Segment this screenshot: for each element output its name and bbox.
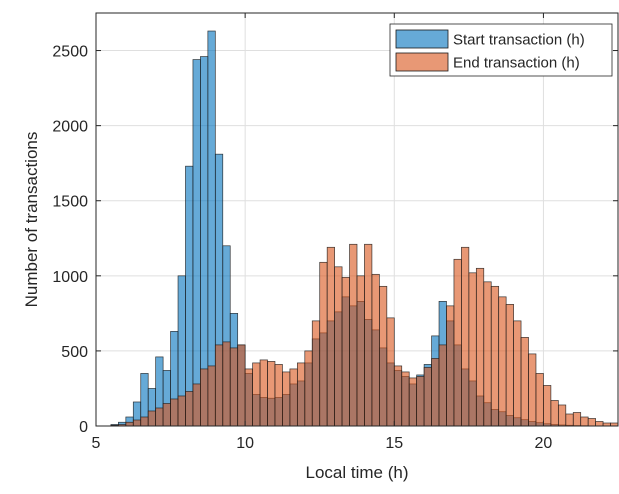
histogram-bar: [499, 297, 506, 426]
histogram-bar: [588, 418, 595, 426]
histogram-bar: [551, 400, 558, 426]
y-tick-label: 2000: [52, 119, 88, 136]
histogram-bar: [126, 422, 133, 426]
y-axis-label: Number of transactions: [22, 132, 41, 308]
histogram-bar: [208, 366, 215, 426]
y-tick-label: 500: [61, 344, 88, 361]
histogram-bar: [491, 286, 498, 426]
histogram-bar: [476, 268, 483, 426]
histogram-bar: [379, 286, 386, 426]
histogram-bar: [312, 321, 319, 426]
legend-label-start: Start transaction (h): [453, 32, 585, 49]
histogram-bar: [193, 60, 200, 426]
legend-swatch-start: [396, 30, 448, 48]
histogram-bar: [364, 244, 371, 426]
histogram-bar: [185, 166, 192, 426]
legend-swatch-end: [396, 53, 448, 71]
histogram-bar: [417, 376, 424, 426]
histogram-bar: [506, 304, 513, 426]
histogram-bar: [387, 318, 394, 426]
y-tick-label: 2500: [52, 44, 88, 61]
histogram-bar: [320, 262, 327, 426]
histogram-bar: [402, 372, 409, 426]
histogram-bar: [282, 372, 289, 426]
histogram-bar: [439, 345, 446, 426]
histogram-bar: [245, 369, 252, 426]
x-axis-label: Local time (h): [306, 463, 409, 482]
histogram-bar: [260, 360, 267, 426]
histogram-bar: [223, 342, 230, 426]
histogram-bar: [521, 337, 528, 426]
histogram-bar: [350, 244, 357, 426]
x-tick-label: 10: [236, 435, 254, 452]
histogram-bar: [148, 411, 155, 426]
histogram-bar: [156, 408, 163, 426]
histogram-bar: [305, 351, 312, 426]
histogram-bar: [200, 369, 207, 426]
histogram-bar: [529, 354, 536, 426]
x-tick-label: 20: [535, 435, 553, 452]
histogram-bar: [446, 306, 453, 426]
histogram-bar: [133, 420, 140, 426]
legend: Start transaction (h) End transaction (h…: [390, 24, 612, 76]
histogram-bar: [581, 417, 588, 426]
histogram-bar: [297, 363, 304, 426]
histogram-bar: [558, 405, 565, 426]
histogram-bar: [268, 361, 275, 426]
x-tick-label: 15: [385, 435, 403, 452]
histogram-bar: [573, 412, 580, 426]
histogram-bar: [566, 414, 573, 426]
histogram-bar: [536, 373, 543, 426]
histogram-bar: [342, 277, 349, 426]
histogram-bar: [163, 403, 170, 426]
histogram-bar: [454, 259, 461, 426]
legend-label-end: End transaction (h): [453, 55, 580, 72]
histogram-bar: [253, 363, 260, 426]
histogram-bar: [193, 384, 200, 426]
histogram-bar: [275, 364, 282, 426]
y-tick-label: 1500: [52, 194, 88, 211]
histogram-bar: [543, 385, 550, 426]
histogram-bar: [171, 399, 178, 426]
histogram-bar: [178, 396, 185, 426]
histogram-bar: [409, 378, 416, 426]
histogram-bar: [432, 358, 439, 426]
histogram-bar: [141, 417, 148, 426]
histogram-bar: [357, 276, 364, 426]
histogram-bar: [230, 348, 237, 426]
histogram-bar: [327, 247, 334, 426]
histogram-bar: [372, 274, 379, 426]
y-tick-label: 0: [79, 419, 88, 436]
histogram-bar: [514, 321, 521, 426]
histogram-bar: [215, 345, 222, 426]
histogram-bar: [596, 421, 603, 426]
histogram-bar: [335, 267, 342, 426]
histogram-bar: [469, 273, 476, 426]
histogram-bar: [238, 345, 245, 426]
histogram-bar: [484, 282, 491, 426]
y-tick-label: 1000: [52, 269, 88, 286]
histogram-bar: [461, 247, 468, 426]
histogram-bar: [424, 367, 431, 426]
histogram-bar: [185, 391, 192, 426]
histogram-bar: [290, 369, 297, 426]
x-tick-label: 5: [92, 435, 101, 452]
histogram-bar: [394, 366, 401, 426]
